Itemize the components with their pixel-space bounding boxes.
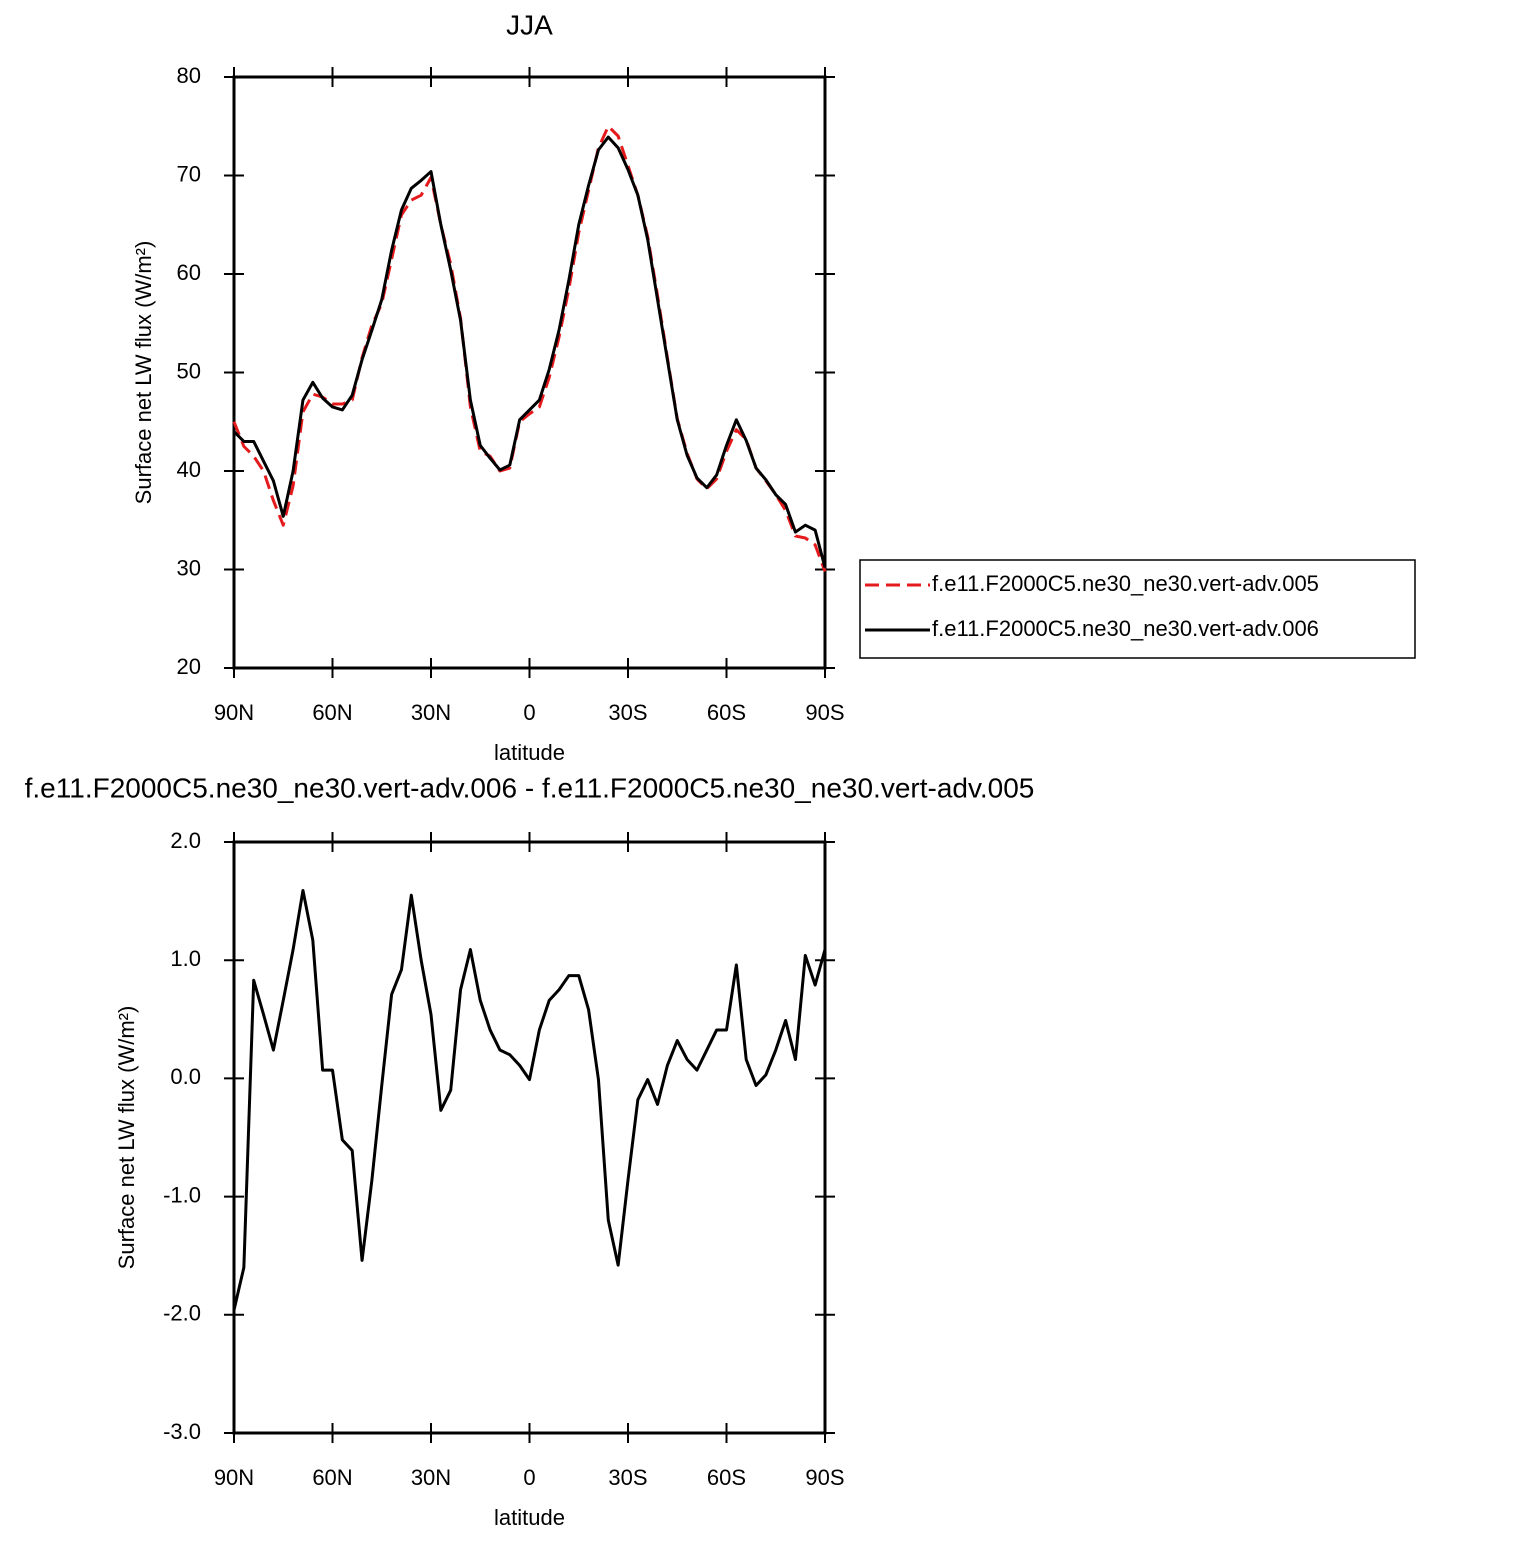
x-tick-label: 60S [707,1465,746,1490]
y-tick-label: -2.0 [163,1301,201,1326]
chart-title: f.e11.F2000C5.ne30_ne30.vert-adv.006 - f… [25,772,1035,803]
x-tick-label: 60N [312,700,352,725]
y-tick-label: 30 [177,555,201,580]
legend-box [859,559,1416,659]
x-tick-label: 90S [805,1465,844,1490]
x-tick-label: 30S [608,700,647,725]
y-tick-label: 60 [177,260,201,285]
y-tick-label: 80 [177,63,201,88]
legend-label: f.e11.F2000C5.ne30_ne30.vert-adv.006 [932,616,1319,641]
y-axis-label: Surface net LW flux (W/m²) [114,1006,139,1270]
series-line [232,135,827,568]
x-tick-label: 60S [707,700,746,725]
y-tick-label: 70 [177,161,201,186]
x-tick-label: 30S [608,1465,647,1490]
y-tick-label: -3.0 [163,1419,201,1444]
y-tick-label: 20 [177,654,201,679]
plot-frame [232,840,827,1435]
y-tick-label: 1.0 [170,946,201,971]
x-axis-label: latitude [494,740,565,765]
y-tick-label: 40 [177,457,201,482]
x-tick-label: 90N [214,1465,254,1490]
x-tick-label: 90N [214,700,254,725]
x-tick-label: 60N [312,1465,352,1490]
y-tick-label: 2.0 [170,828,201,853]
y-tick-label: 50 [177,358,201,383]
y-tick-label: -1.0 [163,1182,201,1207]
x-tick-label: 30N [411,1465,451,1490]
y-axis-label: Surface net LW flux (W/m²) [131,241,156,505]
chart-title: JJA [506,9,553,40]
series-line [232,888,827,1311]
x-axis-label: latitude [494,1505,565,1530]
x-tick-label: 90S [805,700,844,725]
y-tick-label: 0.0 [170,1064,201,1089]
x-tick-label: 0 [523,700,535,725]
legend-label: f.e11.F2000C5.ne30_ne30.vert-adv.005 [932,571,1319,596]
series-line [232,124,827,572]
plot-frame [232,75,827,670]
x-tick-label: 0 [523,1465,535,1490]
x-tick-label: 30N [411,700,451,725]
